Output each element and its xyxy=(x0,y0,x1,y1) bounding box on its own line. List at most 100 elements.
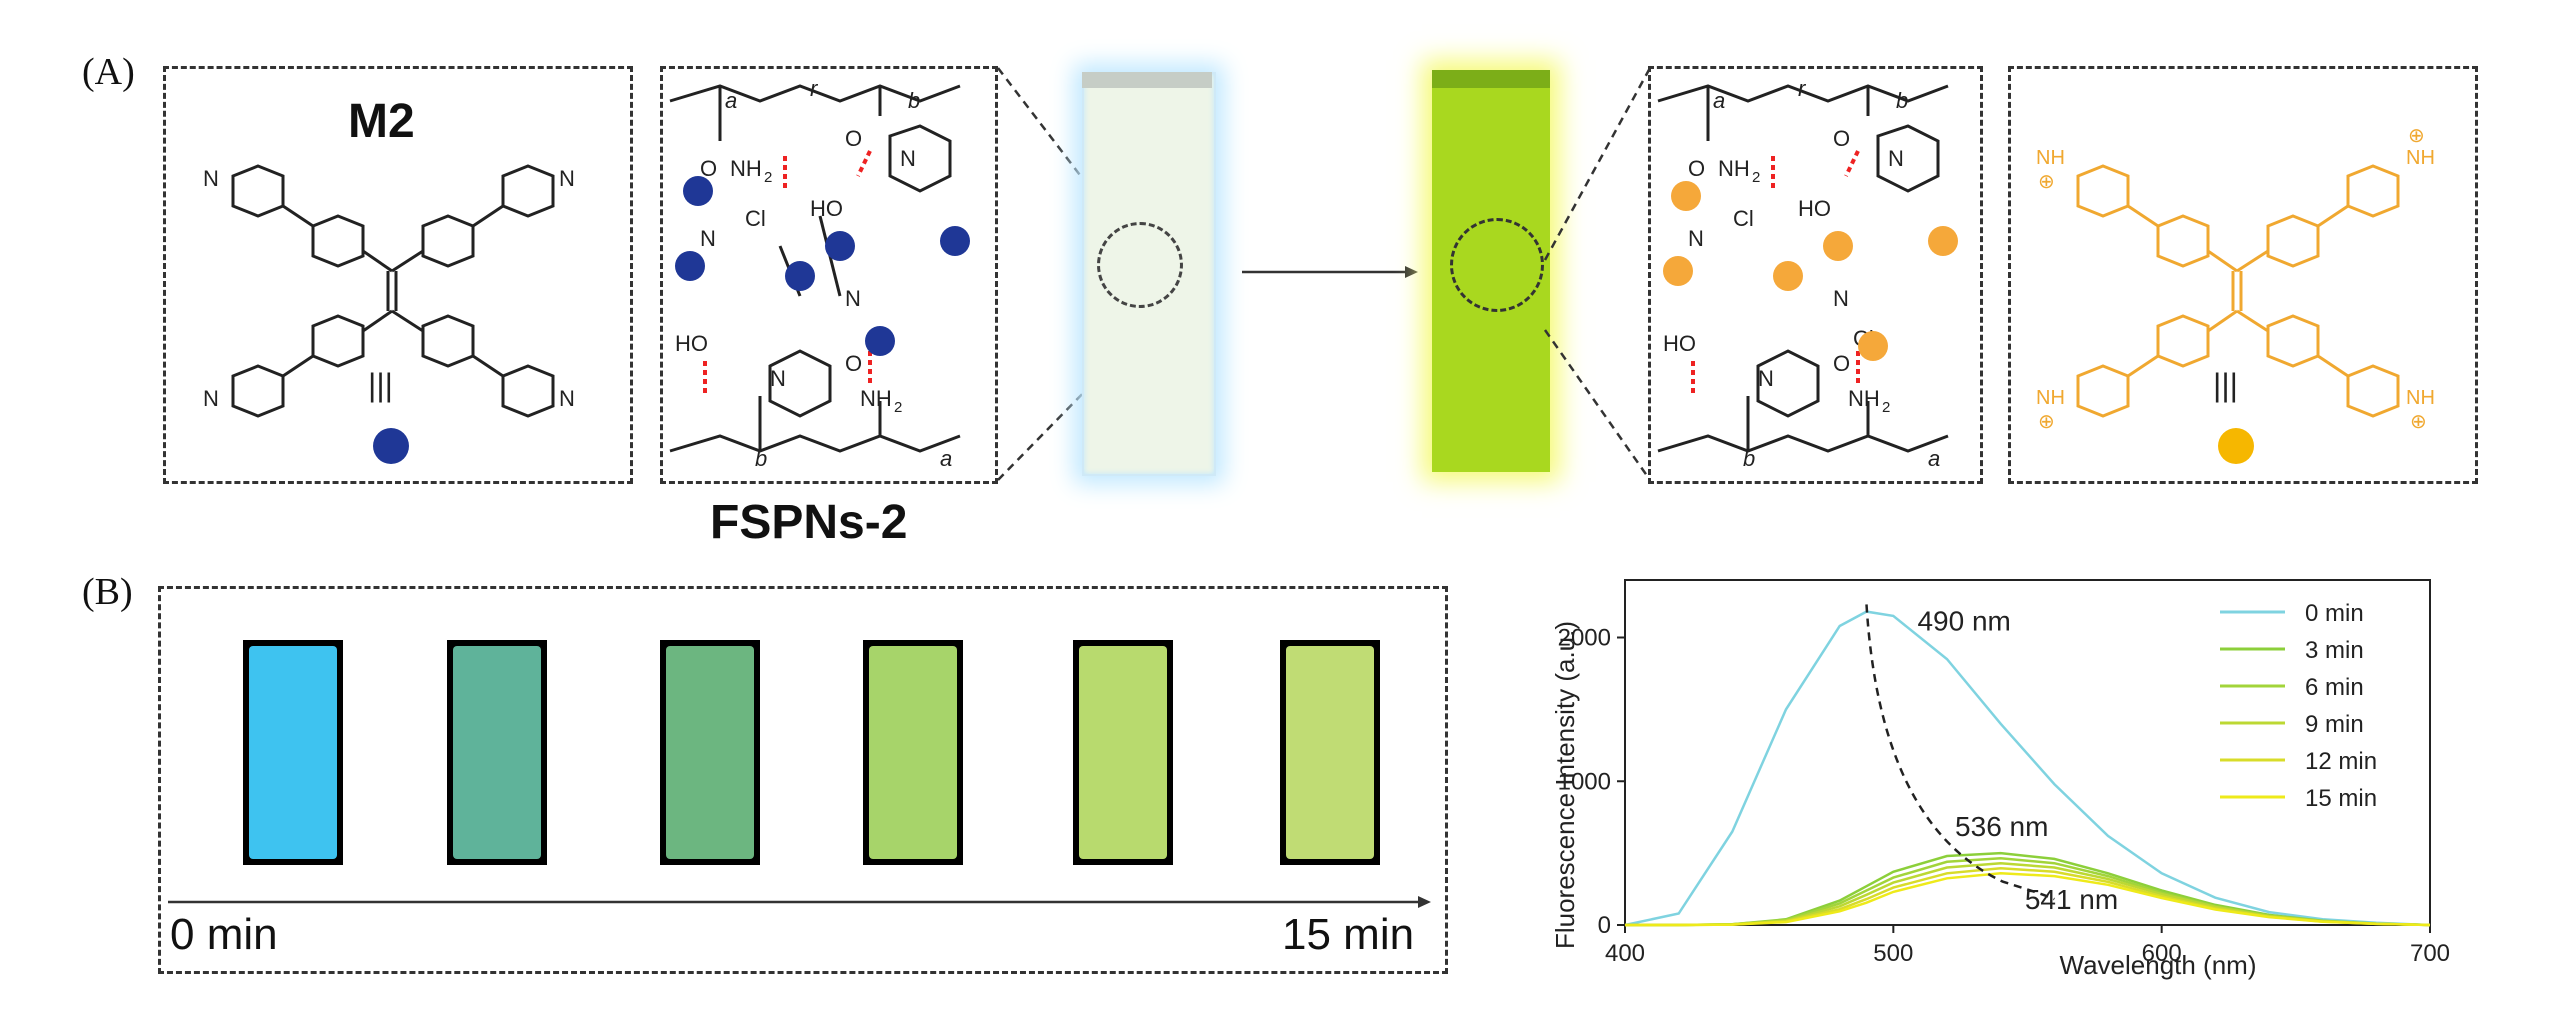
cl-top: Cl xyxy=(745,206,766,231)
equiv-symbol-m2: ||| xyxy=(368,367,393,403)
x-tick-label-600: 600 xyxy=(2142,940,2182,967)
protonated-network-box xyxy=(1648,66,1983,484)
ammonium-n-top-2: N xyxy=(1688,226,1704,251)
x-tick-label-400: 400 xyxy=(1605,940,1645,967)
amide-nh-sub-top: 2 xyxy=(764,169,772,186)
sub-a-bottom-2: a xyxy=(1928,446,1940,471)
fspns-network-box xyxy=(660,66,998,484)
legend-label-6-min: 6 min xyxy=(2305,674,2364,701)
amide-nh-sub-bottom: 2 xyxy=(894,399,902,416)
annotation-541nm: 541 nm xyxy=(2025,884,2118,915)
fluorescence-spectra-chart: 400 500 600 700 0 1000 2000 490 nm 536 nm 541 nm 0… xyxy=(1550,579,2450,980)
sub-b-top-2: b xyxy=(1896,88,1908,113)
pyridine-n-3: N xyxy=(203,386,219,411)
amide-o-top: O xyxy=(700,156,717,181)
sub-a-bottom: a xyxy=(940,446,952,471)
protonated-m2-orange-dot xyxy=(2218,428,2254,464)
protonated-m2-structure: NH ⊕ NH ⊕ NH ⊕ NH ⊕ ||| xyxy=(2036,125,2435,464)
time-arrow xyxy=(168,896,1431,908)
peak-shift-dashed-curve xyxy=(1865,604,2055,901)
equiv-symbol-protonated: ||| xyxy=(2213,367,2238,403)
sub-a-top-2: a xyxy=(1713,88,1725,113)
pyridine-n-1: N xyxy=(203,166,219,191)
amide-nh-top-2: NH xyxy=(1718,156,1750,181)
m2-molecule-structure: N N N N ||| xyxy=(203,164,575,464)
legend-label-3-min: 3 min xyxy=(2305,637,2364,664)
morph-o-top-2: O xyxy=(1833,126,1850,151)
zoom-circle-yellow xyxy=(1450,218,1544,312)
strip-photo-box xyxy=(158,586,1448,974)
morph-n-top: N xyxy=(900,146,916,171)
series-line-0-min xyxy=(1624,610,2431,927)
pyridine-n-4: N xyxy=(559,386,575,411)
ammonium-n-top: N xyxy=(700,226,716,251)
strip-12-min xyxy=(1073,640,1173,865)
pyridinium-plus-2: ⊕ xyxy=(2408,125,2425,147)
legend-label-0-min: 0 min xyxy=(2305,600,2364,627)
ammonium-n-bottom-2: N xyxy=(1833,286,1849,311)
protonated-m2-box xyxy=(2008,66,2478,484)
pyridinium-nh-4: NH xyxy=(2406,387,2435,409)
amide-o-top-2: O xyxy=(1688,156,1705,181)
pyridinium-nh-3: NH xyxy=(2036,387,2065,409)
x-tick-label-500: 500 xyxy=(1873,940,1913,967)
plot-frame xyxy=(1624,579,2431,926)
x-tick-label-700: 700 xyxy=(2410,940,2450,967)
y-tick-label-2000: 2000 xyxy=(1558,625,1611,652)
y-axis-label: Fluorescence Intensity (a.u.) xyxy=(1550,621,1580,949)
amide-nh-sub-top-2: 2 xyxy=(1752,169,1760,186)
m2-structure-box xyxy=(163,66,633,484)
yellow-bar-top-face xyxy=(1432,70,1550,88)
sub-b-bottom: b xyxy=(755,446,767,471)
sub-r-top-2: r xyxy=(1798,76,1807,101)
ho-top-2: HO xyxy=(1798,196,1831,221)
pyridinium-plus-4: ⊕ xyxy=(2410,411,2427,433)
amide-nh-bottom-2: NH xyxy=(1848,386,1880,411)
strip-9-min xyxy=(863,640,963,865)
fspns-network-structure: a b r O NH 2 O N Cl N HO HO N Cl N O NH … xyxy=(669,76,970,471)
strip-0-min xyxy=(243,640,343,865)
morph-o-bottom: O xyxy=(845,351,862,376)
pyridinium-nh-2: NH xyxy=(2406,147,2435,169)
ammonium-n-bottom: N xyxy=(845,286,861,311)
plot-area: 400 500 600 700 0 1000 2000 490 nm 536 nm 541 nm 0… xyxy=(1558,579,2450,967)
amide-nh-top: NH xyxy=(730,156,762,181)
zoom-circle-blue xyxy=(1097,222,1183,308)
annotation-490nm: 490 nm xyxy=(1917,605,2010,636)
annotation-536nm: 536 nm xyxy=(1955,811,2048,842)
amide-nh-sub-bottom-2: 2 xyxy=(1882,399,1890,416)
legend-label-9-min: 9 min xyxy=(2305,711,2364,738)
strip-15-min xyxy=(1280,640,1380,865)
x-axis-label: Wavelength (nm) xyxy=(2060,950,2257,980)
series-line-15-min xyxy=(1625,872,2431,927)
morph-n-bottom: N xyxy=(770,366,786,391)
sub-r-top: r xyxy=(810,76,819,101)
cl-top-2: Cl xyxy=(1733,206,1754,231)
blue-bar-top-face xyxy=(1082,72,1212,88)
morph-n-top-2: N xyxy=(1888,146,1904,171)
fspns-label: FSPNs-2 xyxy=(710,496,908,549)
pyridinium-nh-1: NH xyxy=(2036,147,2065,169)
ho-top: HO xyxy=(810,196,843,221)
y-tick-label-1000: 1000 xyxy=(1558,768,1611,795)
panel-b-letter: (B) xyxy=(82,571,133,613)
sub-b-bottom-2: b xyxy=(1743,446,1755,471)
sub-b-top: b xyxy=(908,88,920,113)
morph-o-bottom-2: O xyxy=(1833,351,1850,376)
m2-blue-dot xyxy=(373,428,409,464)
zoom-lines-right xyxy=(1543,67,1652,481)
ho-bottom: HO xyxy=(675,331,708,356)
sub-a-top: a xyxy=(725,88,737,113)
legend-label-12-min: 12 min xyxy=(2305,748,2377,775)
protonated-network-structure: a b r O NH 2 O N Cl N HO HO N Cl N O NH … xyxy=(1657,76,1958,471)
pyridine-n-2: N xyxy=(559,166,575,191)
time-start-label: 0 min xyxy=(170,910,278,959)
transition-arrow xyxy=(1242,266,1418,278)
y-tick-label-0: 0 xyxy=(1598,912,1611,939)
strip-6-min xyxy=(660,640,760,865)
pyridinium-plus-1: ⊕ xyxy=(2038,171,2055,193)
time-end-label: 15 min xyxy=(1282,910,1415,959)
morph-o-top: O xyxy=(845,126,862,151)
pyridinium-plus-3: ⊕ xyxy=(2038,411,2055,433)
m2-label: M2 xyxy=(348,95,415,148)
